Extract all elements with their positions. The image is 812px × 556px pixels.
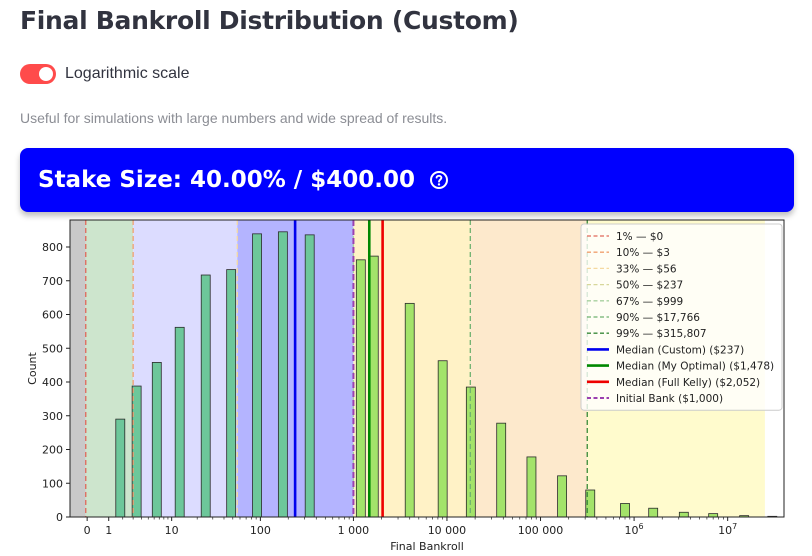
y-tick-label: 700	[42, 275, 63, 288]
legend-box	[580, 223, 783, 411]
legend-label-5: 90% — $17,766	[616, 312, 700, 324]
x-tick-label: 100 000	[518, 524, 564, 537]
y-tick-label: 500	[42, 342, 63, 355]
page-title: Final Bankroll Distribution (Custom)	[20, 6, 519, 35]
y-tick-label: 200	[42, 444, 63, 457]
histogram-bar-10	[368, 255, 379, 518]
stake-size-text: Stake Size: 40.00% / $400.00	[38, 167, 415, 193]
legend-label-10: Initial Bank ($1,000)	[616, 393, 723, 405]
x-tick-label: 0	[84, 524, 91, 537]
x-tick-label: 10	[165, 524, 179, 537]
y-axis-label: Count	[26, 351, 39, 384]
legend-label-7: Median (Custom) ($237)	[616, 344, 744, 356]
x-tick-label: 1	[105, 524, 112, 537]
histogram-bars	[115, 231, 778, 518]
toggle-knob	[39, 67, 53, 81]
stake-size-banner: Stake Size: 40.00% / $400.00	[20, 148, 794, 212]
histogram-bar-5	[226, 269, 237, 518]
caption: Useful for simulations with large number…	[20, 110, 448, 126]
axes-frame	[69, 219, 785, 518]
legend-label-2: 33% — $56	[616, 263, 677, 275]
toggle-label: Logarithmic scale	[65, 65, 190, 82]
histogram-bar-7	[277, 231, 288, 518]
histogram-bar-19	[648, 507, 659, 518]
y-tick-label: 100	[42, 477, 63, 490]
histogram-bar-21	[708, 513, 719, 518]
bankroll-histogram: 0 100 200 300 400 500 600 700 800 0 1 10 100 1 000 10…	[26, 219, 785, 553]
histogram-bar-8	[304, 234, 315, 518]
histogram-bar-14	[496, 422, 507, 518]
legend-label-8: Median (My Optimal) ($1,478)	[616, 361, 774, 373]
log-scale-toggle[interactable]	[20, 64, 56, 84]
y-tick-label: 0	[56, 511, 63, 524]
region-band-2	[133, 220, 238, 517]
legend-label-9: Median (Full Kelly) ($2,052)	[616, 377, 760, 389]
region-band-0	[70, 220, 86, 517]
histogram-bar-9	[355, 259, 366, 518]
region-band-1	[85, 220, 134, 517]
histogram-bar-4	[200, 274, 211, 518]
legend-label-3: 50% — $237	[616, 280, 683, 292]
legend-label-0: 1% — $0	[616, 231, 663, 243]
histogram-bar-20	[678, 511, 689, 518]
x-axis-label: Final Bankroll	[390, 540, 464, 553]
x-axis-ticks: 0 1 10 100 1 000 10 000 100 000 106 107	[84, 517, 737, 537]
histogram-bar-18	[620, 503, 630, 518]
x-tick-label: 100	[250, 524, 271, 537]
log-scale-toggle-row[interactable]: Logarithmic scale	[20, 64, 190, 84]
y-tick-label: 600	[42, 309, 63, 322]
y-tick-label: 400	[42, 376, 63, 389]
legend-label-1: 10% — $3	[616, 247, 670, 259]
histogram-bar-6	[252, 233, 262, 518]
histogram-bar-0	[115, 418, 126, 518]
x-tick-label: 107	[718, 522, 737, 537]
y-axis-ticks: 0 100 200 300 400 500 600 700 800	[42, 241, 70, 524]
legend-label-4: 67% — $999	[616, 296, 683, 308]
question-circle-icon[interactable]	[429, 170, 449, 190]
histogram-bar-12	[437, 360, 448, 518]
y-tick-label: 800	[42, 241, 63, 254]
histogram-bar-16	[557, 475, 567, 518]
y-tick-label: 300	[42, 410, 63, 423]
histogram-bar-15	[526, 456, 537, 518]
chart-legend: 1% — $0 10% — $3 33% — $56 50% — $237 67% — …	[580, 223, 783, 411]
legend-label-6: 99% — $315,807	[616, 328, 707, 340]
x-tick-label: 10 000	[428, 524, 467, 537]
x-tick-label: 1 000	[338, 524, 370, 537]
histogram-bar-2	[151, 362, 162, 518]
x-tick-label: 106	[625, 522, 644, 537]
histogram-bar-3	[174, 326, 185, 518]
histogram-bar-11	[404, 302, 415, 518]
